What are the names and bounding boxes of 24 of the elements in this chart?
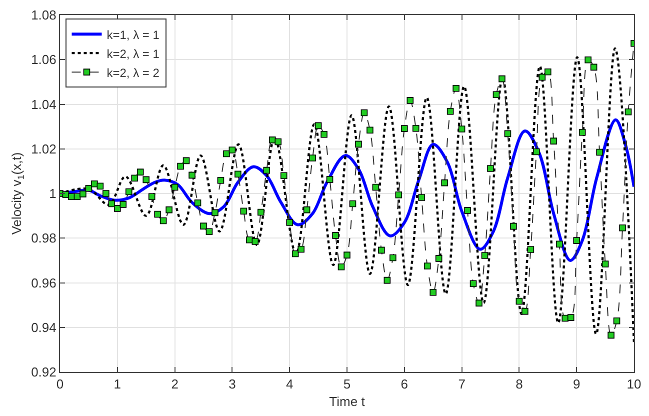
x-tick-label: 3 xyxy=(228,376,236,392)
y-tick-label: 1.06 xyxy=(31,52,56,68)
x-tick-label: 9 xyxy=(572,376,580,392)
y-tick-label: 1.08 xyxy=(31,8,56,23)
legend-label: k=1, λ = 1 xyxy=(106,28,160,42)
x-tick-label: 2 xyxy=(171,376,178,392)
y-tick-label: 1.04 xyxy=(31,96,56,112)
x-tick-label: 4 xyxy=(286,376,294,392)
x-tick-label: 10 xyxy=(626,376,642,392)
y-tick-label: 0.94 xyxy=(31,320,56,335)
legend-label: k=2, λ = 2 xyxy=(106,66,160,80)
legend-label: k=2, λ = 1 xyxy=(106,46,160,61)
x-axis-title: Time t xyxy=(329,394,366,410)
x-tick-label: 5 xyxy=(343,376,351,392)
y-tick-label: 1.02 xyxy=(31,141,56,156)
x-tick-label: 8 xyxy=(516,376,523,392)
y-tick-label: 1 xyxy=(49,186,56,202)
x-tick-label: 1 xyxy=(114,376,122,392)
y-tick-label: 0.92 xyxy=(31,364,56,380)
x-tick-label: 0 xyxy=(56,376,64,392)
x-tick-label: 7 xyxy=(458,376,466,392)
x-tick-label: 6 xyxy=(400,376,408,392)
y-tick-label: 0.96 xyxy=(31,275,56,290)
y-tick-label: 0.98 xyxy=(31,230,56,246)
